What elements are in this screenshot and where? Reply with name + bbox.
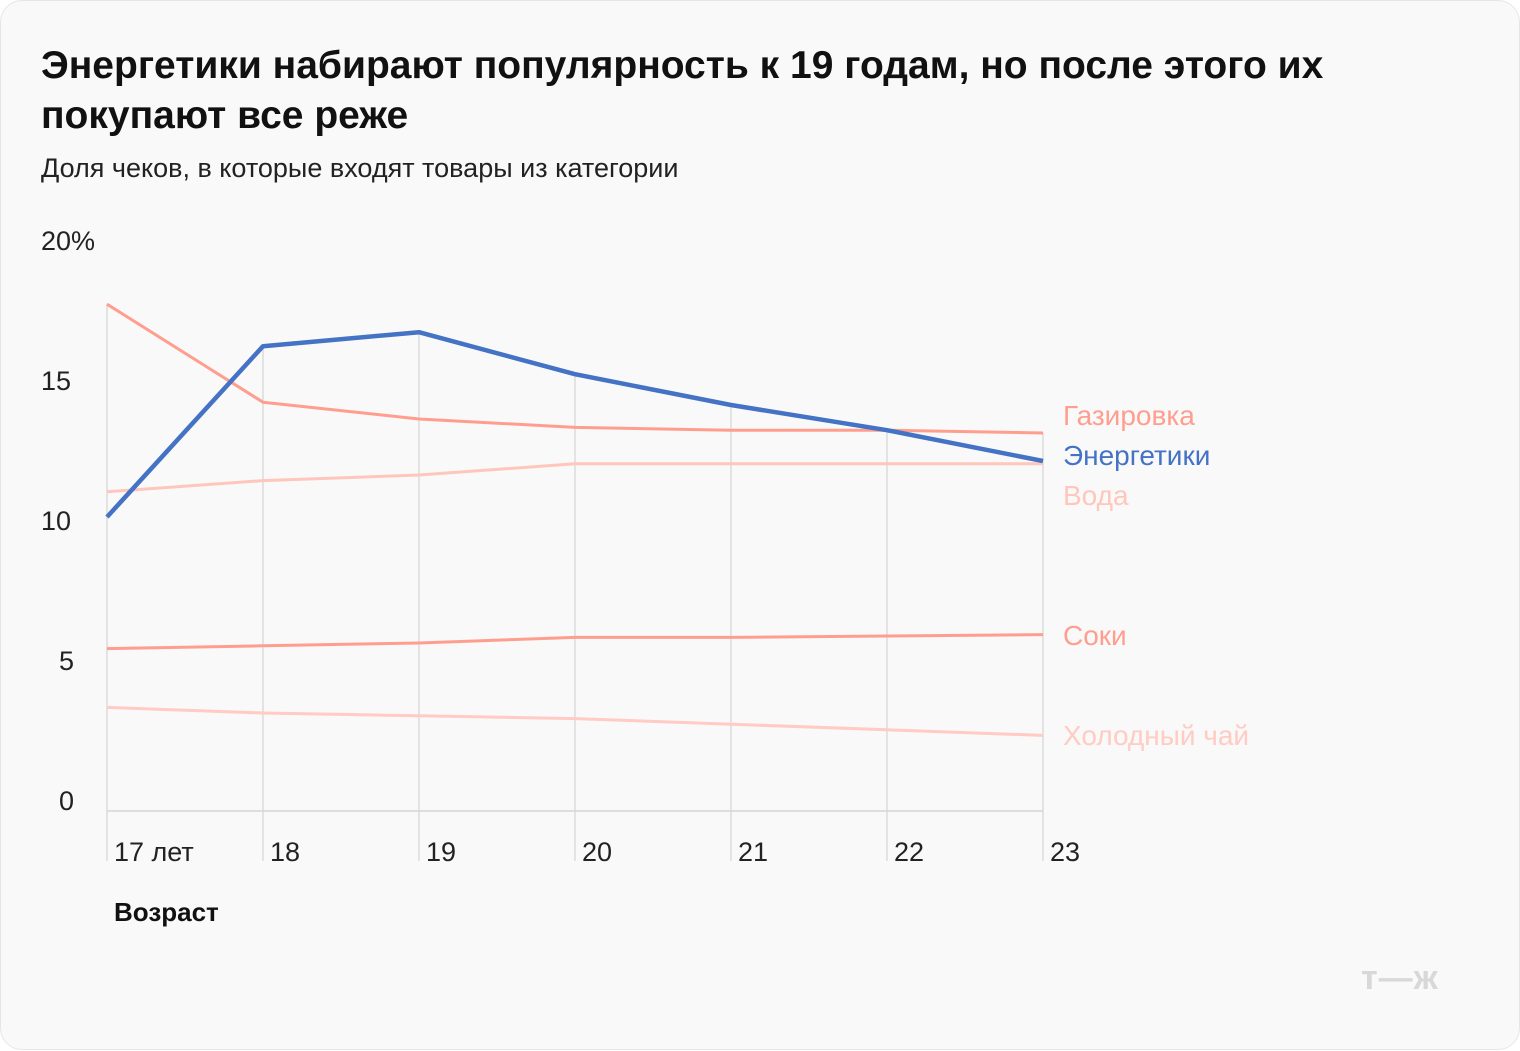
x-axis-label: Возраст [114, 897, 219, 927]
y-tick-label: 0 [59, 786, 74, 816]
x-tick-label: 17 лет [114, 837, 194, 867]
series-line-3 [106, 633, 1044, 651]
chart-subtitle: Доля чеков, в которые входят товары из к… [41, 153, 679, 183]
series-label: Энергетики [1063, 440, 1210, 471]
series-label: Соки [1063, 620, 1127, 651]
series-label: Холодный чай [1063, 720, 1249, 751]
series-line-4 [106, 705, 1044, 737]
y-tick-label: 20% [41, 226, 95, 256]
series-line-2 [106, 462, 1043, 494]
x-tick-label: 21 [738, 837, 768, 867]
y-tick-label: 15 [41, 366, 71, 396]
series-label: Газировка [1063, 400, 1195, 431]
x-tick-label: 20 [582, 837, 612, 867]
series-line-1 [105, 329, 1044, 519]
y-tick-label: 10 [41, 506, 71, 536]
chart-title: Энергетики набирают популярность к 19 го… [41, 44, 1324, 137]
x-tick-label: 22 [894, 837, 924, 867]
series-label: Вода [1063, 480, 1129, 511]
x-tick-label: 18 [270, 837, 300, 867]
tzh-logo: т—ж [1361, 959, 1439, 997]
x-tick-label: 19 [426, 837, 456, 867]
y-tick-label: 5 [59, 646, 74, 676]
x-tick-label: 23 [1050, 837, 1080, 867]
